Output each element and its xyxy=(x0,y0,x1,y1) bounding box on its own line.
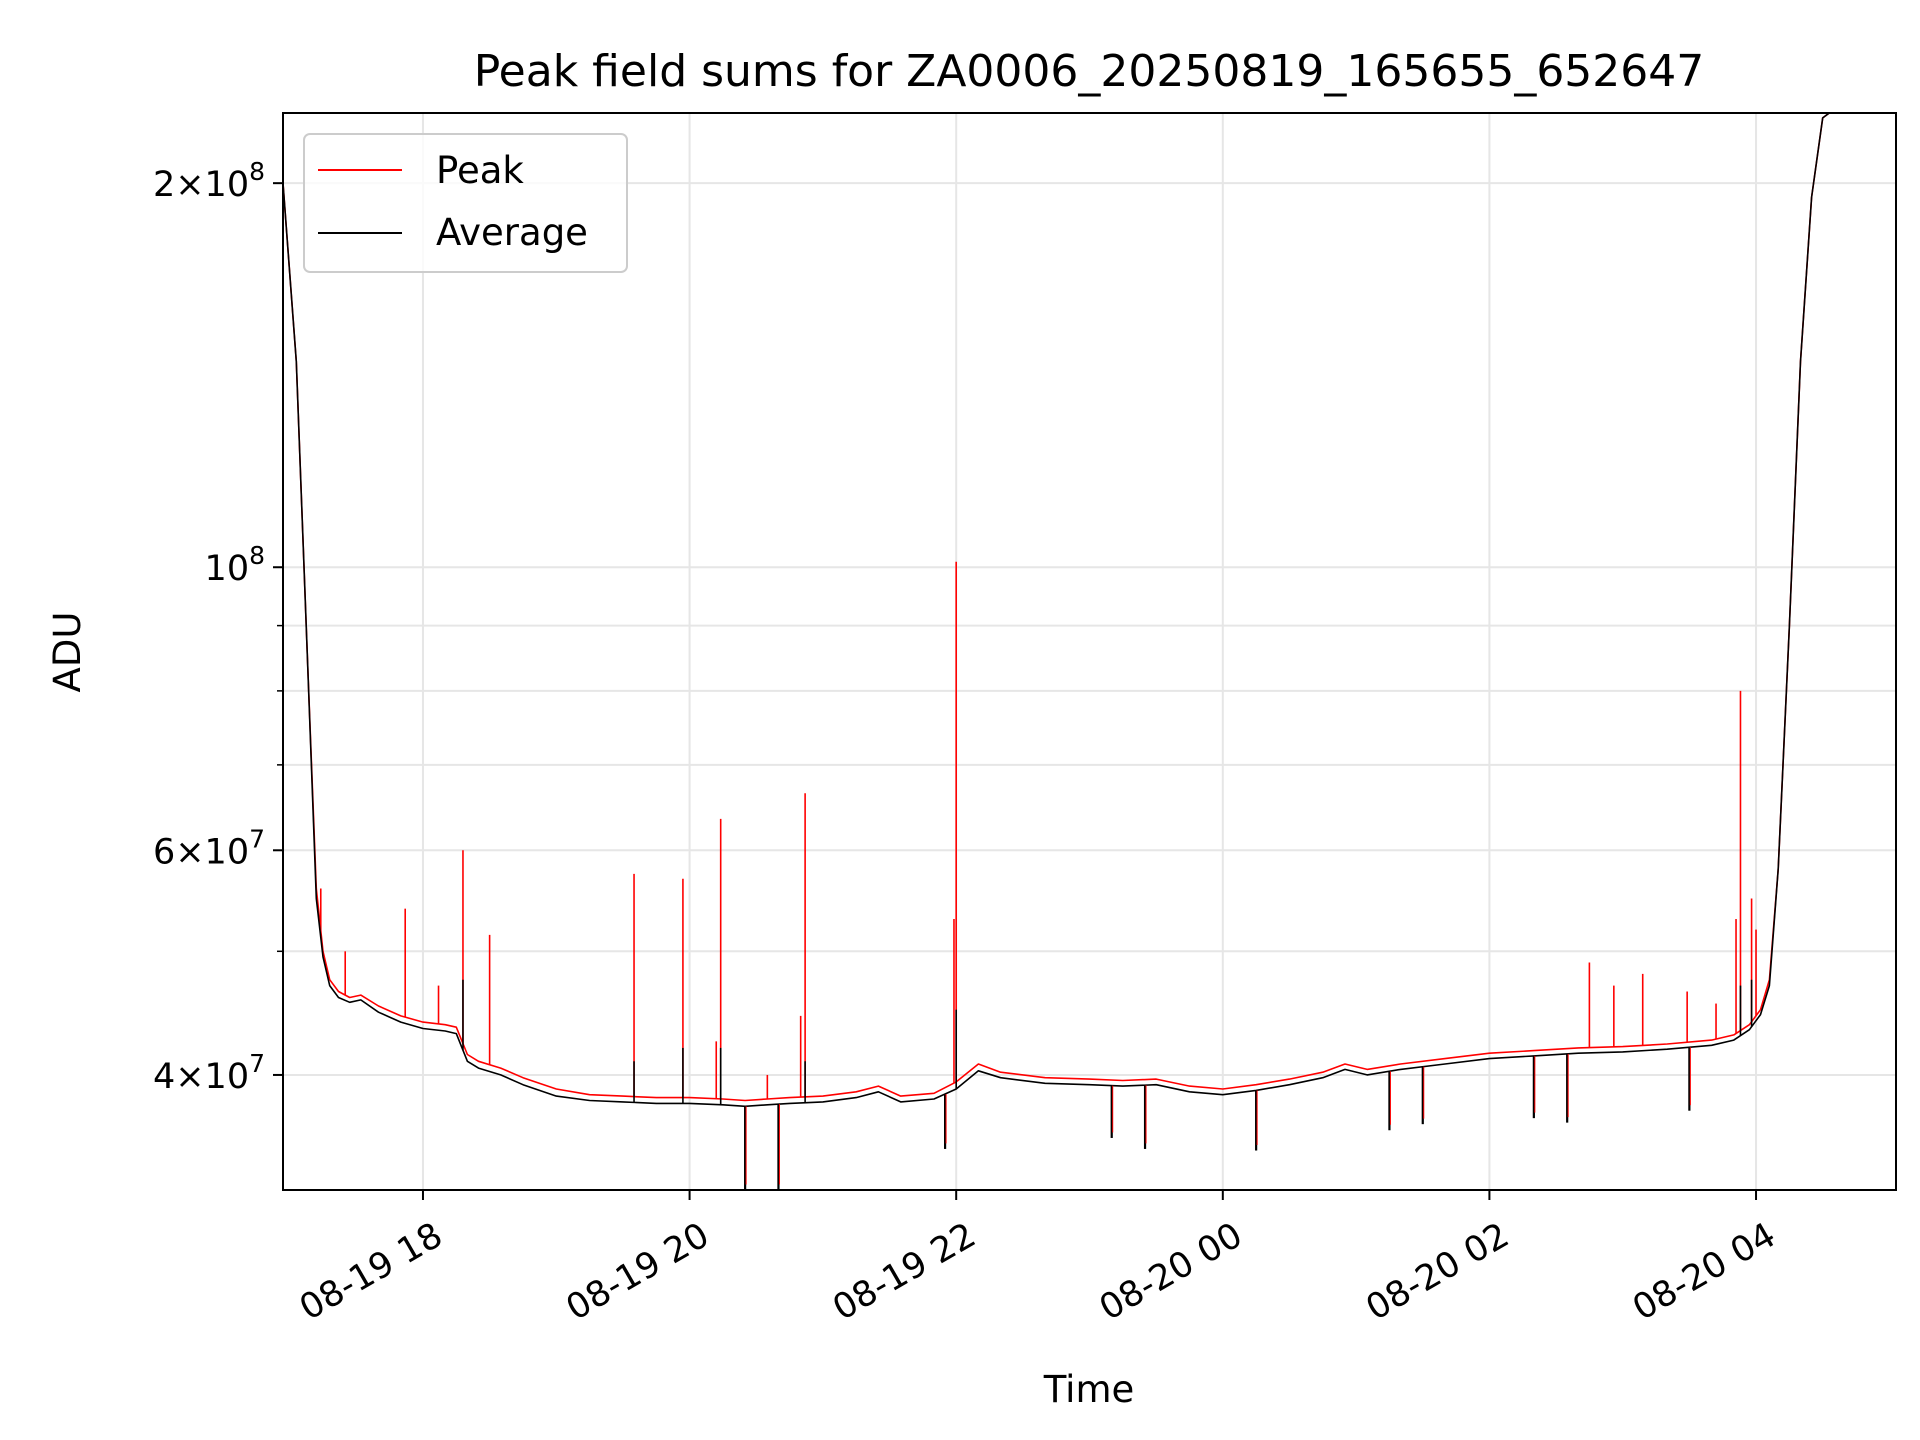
plot-frame xyxy=(282,112,1897,1191)
y-tick-label: 2×108 xyxy=(153,157,265,205)
series-peak-line xyxy=(283,113,1830,1102)
legend: Peak Average xyxy=(303,133,628,273)
legend-peak-label: Peak xyxy=(436,149,524,192)
chart-title: Peak field sums for ZA0006_20250819_1656… xyxy=(474,46,1705,97)
plot-area xyxy=(283,113,1830,1190)
y-tick-label: 6×107 xyxy=(153,824,265,872)
legend-average-label: Average xyxy=(436,211,588,254)
x-axis-label: Time xyxy=(1043,1368,1135,1411)
legend-box xyxy=(303,133,628,273)
y-tick-label: 4×107 xyxy=(153,1049,265,1097)
y-axis-label: ADU xyxy=(46,612,89,693)
